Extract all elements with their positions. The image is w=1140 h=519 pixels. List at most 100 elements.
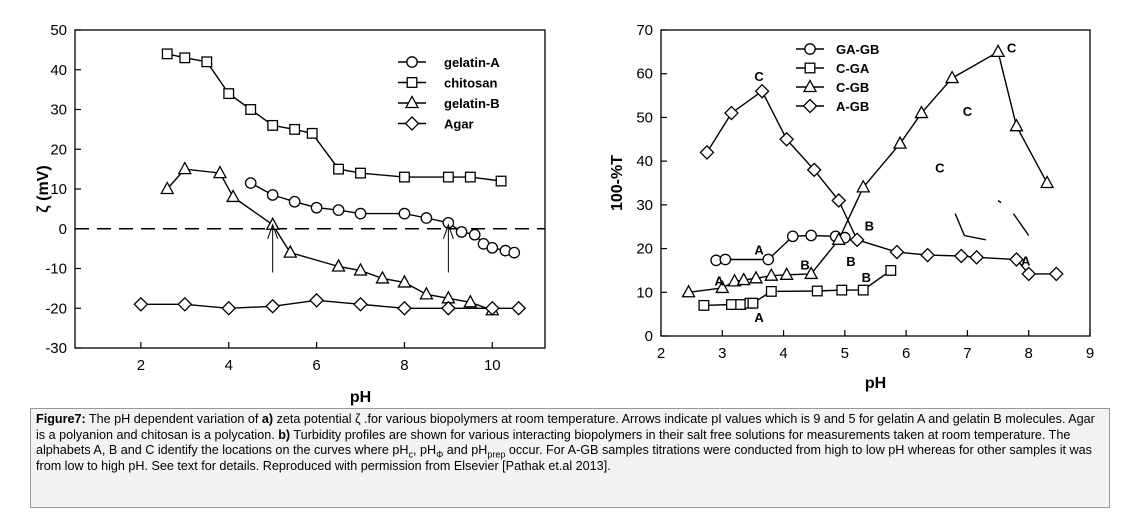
data-point: [1009, 118, 1024, 132]
data-point: [1048, 266, 1064, 282]
data-point: [486, 241, 499, 254]
data-point: [420, 212, 433, 224]
data-point: [266, 189, 279, 201]
plot-frame: [660, 29, 1091, 337]
series-gelatin-a: [244, 177, 521, 259]
data-point: [419, 286, 434, 300]
x-tick-label: 5: [841, 345, 849, 362]
data-point: [161, 48, 173, 60]
data-point: [212, 165, 228, 179]
data-point: [226, 189, 241, 203]
data-point: [223, 88, 235, 100]
y-tick-label: 0: [645, 328, 653, 345]
x-axis-title: pH: [865, 375, 886, 392]
data-point: [831, 231, 846, 245]
data-point: [831, 193, 847, 208]
series-line: [140, 299, 519, 310]
point-letter: B: [846, 254, 855, 269]
data-point: [699, 144, 715, 160]
caption-text-6: occur. For A-GB samples titrations were …: [36, 443, 1092, 473]
y-tick-label: -20: [45, 300, 67, 317]
data-point: [786, 230, 799, 243]
x-tick-label: 6: [312, 357, 320, 374]
data-point: [754, 83, 770, 99]
x-tick-label: 3: [718, 345, 726, 362]
point-letter: A: [754, 310, 764, 325]
data-point: [288, 195, 301, 208]
y-tick-label: -10: [45, 261, 67, 278]
data-point: [920, 247, 936, 263]
data-point: [353, 296, 368, 312]
series-segment: [954, 213, 986, 241]
data-point: [762, 253, 775, 266]
y-tick-label: 60: [636, 66, 653, 83]
legend-marker: [406, 56, 418, 68]
legend-marker: [802, 79, 818, 93]
series-chitosan: [161, 48, 507, 187]
panel-b-turbidity-chart: 70 60 50 40 30 20 10 02 3 4 5 6 7 8 9 pH 100-%T C C C C A A A A B…: [609, 22, 1094, 392]
point-letter: C: [935, 161, 945, 176]
legend-marker: [804, 62, 816, 74]
y-axis-title: 100-%T: [609, 155, 626, 211]
caption-part-b: b): [278, 427, 291, 442]
series-c-gb: [681, 43, 1055, 298]
data-point: [698, 299, 710, 311]
data-point: [333, 163, 345, 175]
data-point: [747, 297, 759, 309]
data-point: [969, 249, 985, 265]
point-letter: B: [862, 270, 871, 285]
point-letter: C: [754, 69, 764, 84]
data-point: [945, 70, 960, 84]
data-point: [468, 228, 481, 241]
caption-text-4: , pH: [412, 443, 437, 458]
figure-caption: Figure7: The pH dependent variation of a…: [30, 408, 1110, 508]
panel-a-zeta-potential-chart: 50 40 30 20 10 0 -10 -20 -30 2 4 6 8 10 pH ζ (mV) gelati…: [35, 22, 546, 406]
data-point: [681, 284, 696, 298]
data-point: [856, 179, 871, 193]
data-point: [736, 272, 751, 286]
data-point: [1040, 175, 1055, 189]
data-point: [283, 244, 298, 258]
legend-label: Agar: [444, 117, 474, 132]
y-tick-label: 0: [59, 221, 67, 238]
data-point: [179, 52, 191, 64]
y-tick-label: 40: [636, 153, 653, 170]
data-point: [719, 253, 732, 266]
data-point: [455, 226, 468, 238]
x-tick-label: 10: [484, 357, 501, 374]
point-letter: B: [800, 258, 809, 273]
caption-text-1: The pH dependent variation of: [85, 412, 262, 426]
legend-marker: [404, 116, 420, 131]
data-point: [726, 299, 737, 310]
data-point: [748, 270, 764, 284]
data-point: [309, 292, 325, 308]
data-point: [375, 270, 390, 284]
data-point: [355, 167, 366, 179]
data-point: [1021, 266, 1037, 282]
data-point: [306, 127, 318, 139]
data-point: [1009, 252, 1024, 267]
x-tick-label: 4: [779, 345, 787, 362]
x-tick-label: 9: [1086, 345, 1094, 362]
legend-label: gelatin-A: [444, 55, 500, 70]
data-point: [177, 161, 192, 175]
data-point: [953, 248, 969, 264]
point-letter: A: [754, 242, 764, 257]
caption-sub-c: c: [408, 449, 413, 460]
x-tick-label: 8: [400, 357, 408, 374]
x-tick-label: 4: [225, 357, 233, 374]
data-point: [397, 274, 412, 288]
y-tick-label: 10: [636, 284, 653, 301]
data-point: [177, 296, 193, 312]
data-point: [727, 273, 742, 287]
caption-sub-prep: prep: [487, 449, 506, 460]
data-point: [289, 123, 301, 135]
data-point: [331, 258, 346, 272]
series-line: [250, 182, 515, 254]
data-point: [806, 162, 822, 178]
data-point: [715, 280, 730, 294]
data-point: [201, 56, 213, 68]
data-point: [990, 43, 1006, 58]
series-segment: [1012, 213, 1030, 236]
